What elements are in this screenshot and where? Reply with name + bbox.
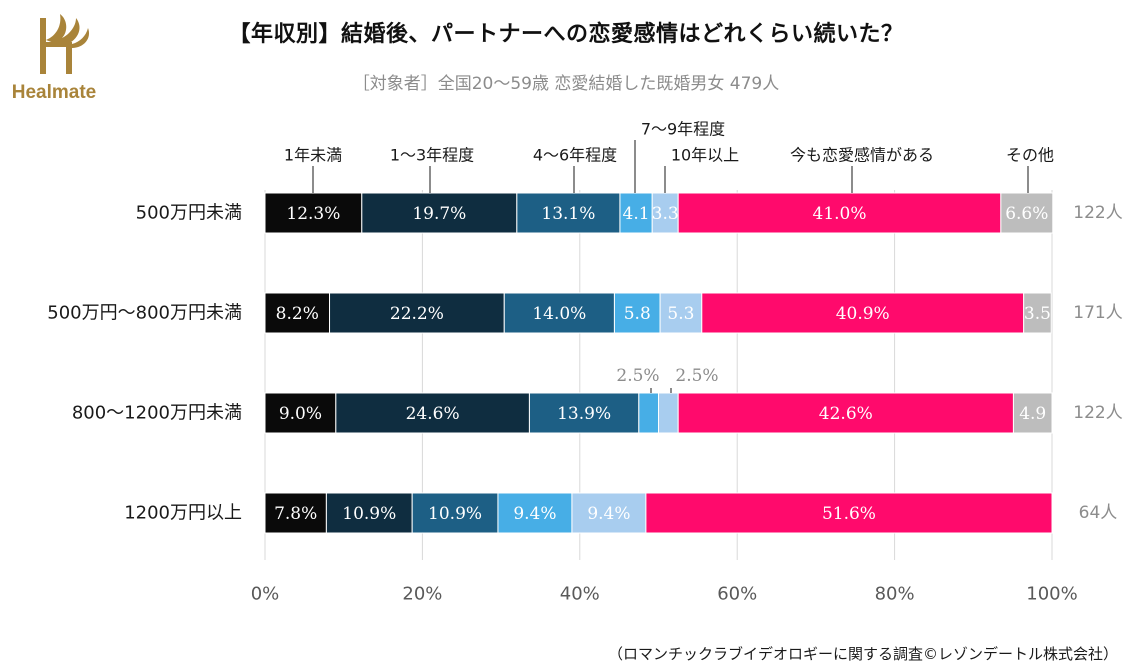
bar-segment [658, 392, 679, 434]
chart-subtitle: ［対象者］全国20～59歳 恋愛結婚した既婚男女 479人 [352, 74, 780, 94]
bar-segment [677, 392, 1014, 434]
bar-segment [571, 492, 647, 534]
data-label: 6.6% [1005, 204, 1048, 224]
x-tick-label: 20% [402, 584, 442, 605]
bar-segment [645, 492, 1053, 534]
healmate-logo: Healmate [12, 14, 97, 103]
x-tick-label: 80% [875, 584, 915, 605]
legend-label: 10年以上 [671, 146, 739, 165]
bar-segment [264, 492, 327, 534]
healmate-h-icon [40, 14, 90, 74]
data-label: 42.6% [819, 404, 873, 424]
category-label: 500万円～800万円未満 [47, 303, 242, 324]
data-label: 5.8 [624, 304, 651, 324]
bar-segment [1023, 292, 1052, 334]
data-label: 10.9% [342, 504, 396, 524]
respondent-count: 171人 [1073, 303, 1122, 323]
respondent-count: 64人 [1079, 503, 1118, 523]
bar-segment [638, 392, 660, 434]
x-tick-label: 60% [717, 584, 757, 605]
data-label: 10.9% [428, 504, 482, 524]
data-label: 9.0% [279, 404, 322, 424]
data-label: 4.1 [623, 204, 650, 224]
data-label: 4.9 [1019, 404, 1046, 424]
bar-segment [264, 392, 337, 434]
data-label: 24.6% [406, 404, 460, 424]
data-label: 22.2% [390, 304, 444, 324]
data-label: 41.0% [813, 204, 867, 224]
chart-title: 【年収別】結婚後、パートナーへの恋愛感情はどれくらい続いた？ [228, 22, 904, 47]
data-label: 13.1% [541, 204, 595, 224]
bar-segment [1000, 192, 1054, 234]
bar-segment [329, 292, 505, 334]
data-label: 12.3% [286, 204, 340, 224]
bar-segment [659, 292, 703, 334]
source-note: （ロマンチックラブイデオロギーに関する調査©レゾンデートル株式会社） [607, 645, 1118, 663]
legend-label: 1～3年程度 [390, 146, 474, 165]
data-label: 3.3 [652, 204, 679, 224]
data-label: 5.3 [667, 304, 694, 324]
bar-segment [701, 292, 1025, 334]
respondent-count: 122人 [1073, 403, 1122, 423]
bar-segment [325, 492, 413, 534]
data-label: 8.2% [276, 304, 319, 324]
legend-label: 4～6年程度 [533, 146, 617, 165]
callout-label: 2.5% [675, 366, 718, 386]
legend-label: 7～9年程度 [641, 120, 725, 139]
data-label: 9.4% [587, 504, 630, 524]
legend-label: その他 [1006, 146, 1054, 165]
data-label: 51.6% [822, 504, 876, 524]
data-label: 7.8% [274, 504, 317, 524]
category-label: 1200万円以上 [124, 503, 242, 524]
callout-label: 2.5% [616, 366, 659, 386]
bar-segment [613, 292, 661, 334]
bar-segment [264, 292, 331, 334]
data-label: 40.9% [836, 304, 890, 324]
x-tick-label: 100% [1026, 584, 1077, 605]
data-label: 14.0% [532, 304, 586, 324]
brand-name: Healmate [12, 82, 97, 103]
x-tick-label: 0% [251, 584, 280, 605]
category-label: 500万円未満 [136, 203, 242, 224]
bar-segment [497, 492, 573, 534]
data-label: 3.5 [1024, 304, 1051, 324]
bar-segment [677, 192, 1002, 234]
legend-label: 1年未満 [284, 146, 342, 165]
bar-segment [503, 292, 615, 334]
bar-segment [516, 192, 621, 234]
data-label: 13.9% [557, 404, 611, 424]
bar-segment [651, 192, 679, 234]
data-label: 19.7% [412, 204, 466, 224]
legend-label: 今も恋愛感情がある [790, 146, 934, 165]
x-tick-label: 40% [560, 584, 600, 605]
data-label: 9.4% [513, 504, 556, 524]
bar-segment [528, 392, 640, 434]
category-label: 800～1200万円未満 [72, 403, 242, 424]
bar-segment [264, 192, 363, 234]
bar-segment [619, 192, 653, 234]
bar-segment [1012, 392, 1053, 434]
respondent-count: 122人 [1073, 203, 1122, 223]
